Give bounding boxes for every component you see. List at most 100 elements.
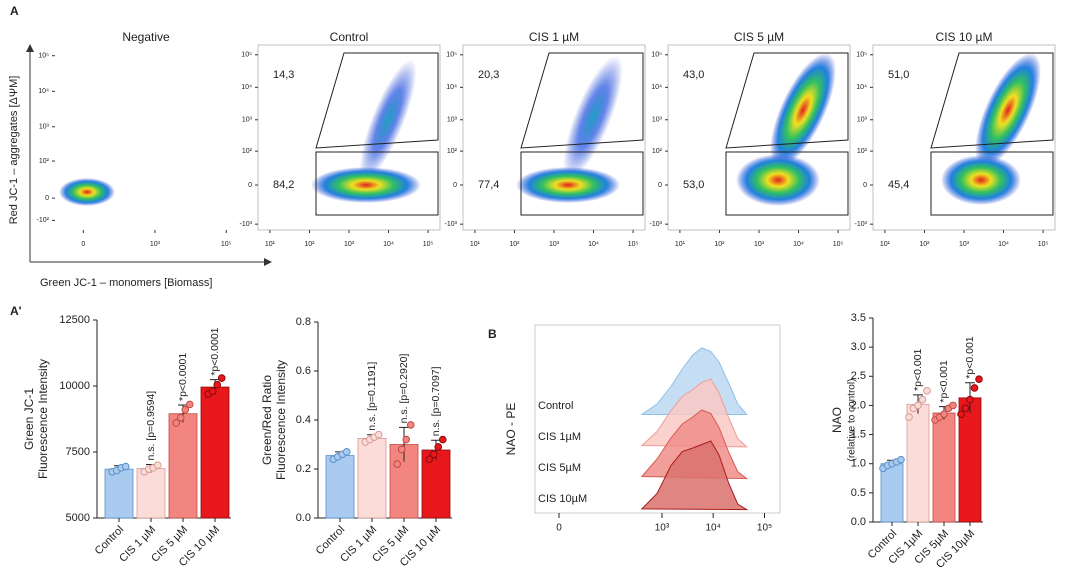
bar — [906, 403, 930, 523]
y-tick-label: 0.8 — [296, 316, 311, 328]
data-point — [940, 410, 948, 418]
y-axis-label: Fluorescence Intensity — [36, 359, 50, 479]
bar — [136, 468, 166, 519]
error-bar — [399, 426, 409, 462]
data-point — [213, 380, 222, 389]
series-label: CIS 10µM — [538, 493, 587, 505]
y-tick-label: -10³ — [240, 221, 253, 228]
y-tick-label: 0.0 — [851, 516, 866, 528]
x-tick-label: 10⁴ — [588, 241, 599, 248]
y-tick-label: 10² — [242, 148, 253, 155]
y-axis-label: (relative to control) — [847, 379, 858, 462]
data-point — [438, 435, 447, 444]
y-tick-label: 0.5 — [851, 487, 866, 499]
data-point — [425, 455, 434, 464]
y-tick-label: 10⁴ — [446, 84, 457, 91]
significance-label: *p<0.0001 — [209, 327, 221, 375]
bar — [325, 455, 355, 519]
y-tick-label: 10³ — [39, 124, 50, 131]
gate-percentage: 43,0 — [683, 69, 704, 81]
x-tick-label: 0 — [556, 523, 562, 534]
data-point — [176, 413, 185, 422]
y-tick-label: 12500 — [59, 314, 90, 326]
x-tick-label: 10⁴ — [793, 241, 804, 248]
data-point — [975, 375, 983, 384]
y-tick-label: 10² — [447, 148, 458, 155]
significance-label: *p<0.001 — [912, 348, 924, 390]
y-tick-label: -10³ — [855, 221, 868, 228]
gate-percentage: 20,3 — [478, 69, 499, 81]
data-point — [172, 419, 181, 427]
bar — [932, 412, 956, 523]
y-tick-label: 10⁵ — [651, 52, 662, 59]
bar — [168, 413, 198, 519]
arrow-head — [264, 258, 272, 266]
series-label: CIS 1µM — [538, 431, 581, 443]
y-tick-label: 10⁴ — [38, 88, 49, 95]
y-tick-label: 5000 — [66, 512, 90, 524]
data-point — [429, 450, 438, 459]
bar — [357, 437, 387, 519]
y-tick-label: -10³ — [445, 221, 458, 228]
x-tick-label: 10⁵ — [423, 241, 434, 248]
y-tick-label: 10000 — [59, 380, 90, 392]
bar — [880, 463, 904, 523]
density-cloud — [516, 52, 644, 216]
x-tick-label: 10⁵ — [628, 241, 639, 248]
x-tick-label: 10⁵ — [1038, 241, 1049, 248]
chart-title: CIS 5 µM — [734, 30, 784, 44]
data-point — [208, 387, 217, 396]
y-tick-label: 10² — [857, 148, 868, 155]
y-axis-label: Green/Red Ratio — [260, 375, 274, 465]
x-tick-label: 10⁴ — [998, 241, 1009, 248]
data-point — [905, 413, 913, 421]
data-point — [949, 401, 957, 410]
data-point — [970, 384, 979, 392]
y-tick-label: -10³ — [650, 221, 663, 228]
y-tick-label: 0 — [453, 182, 457, 189]
y-tick-label: 10⁵ — [446, 52, 457, 59]
data-point — [181, 405, 190, 414]
significance-label: *p<0.0001 — [177, 353, 189, 401]
plot-frame — [534, 324, 781, 514]
bar — [104, 468, 134, 519]
series-label: CIS 5µM — [538, 462, 581, 474]
y-tick-label: 0.6 — [296, 365, 311, 377]
y-tick-label: 10² — [39, 158, 50, 165]
chart-title: Control — [330, 30, 369, 44]
y-tick-label: 10⁵ — [856, 52, 867, 59]
x-tick-label: 10⁴ — [383, 241, 394, 248]
y-tick-label: 10⁵ — [241, 52, 252, 59]
x-tick-label: 10⁴ — [705, 523, 720, 534]
density-cloud — [725, 52, 849, 216]
panel-label: A — [10, 4, 19, 18]
significance-label: n.s. [p=0.1191] — [366, 362, 378, 431]
y-tick-label: 10³ — [242, 117, 253, 124]
data-point — [914, 401, 922, 410]
y-tick-label: 10⁵ — [38, 53, 49, 60]
y-tick-label: 10³ — [652, 117, 663, 124]
chart-title: Negative — [122, 30, 170, 44]
y-tick-label: 1.0 — [851, 458, 866, 470]
y-tick-label: 3.0 — [851, 341, 866, 353]
gate-percentage: 51,0 — [888, 69, 909, 81]
y-tick-label: 10³ — [447, 117, 458, 124]
y-tick-label: -10² — [37, 217, 50, 224]
y-tick-label: 2.5 — [851, 370, 866, 382]
significance-label: n.s. [p=0.2920] — [398, 354, 410, 424]
gate-percentage: 14,3 — [273, 69, 294, 81]
x-tick-label: 10¹ — [675, 241, 686, 248]
gate-percentage: 45,4 — [888, 179, 909, 191]
x-tick-label: 10³ — [150, 241, 161, 248]
y-axis-label: NAO — [830, 407, 844, 433]
y-tick-label: 10⁴ — [856, 84, 867, 91]
x-tick-label: 10³ — [344, 241, 355, 248]
data-point — [402, 435, 411, 444]
y-tick-label: 0 — [45, 195, 49, 202]
x-tick-label: 10¹ — [880, 241, 891, 248]
significance-label: n.s. [p=0.9594] — [145, 391, 157, 461]
data-point — [185, 400, 194, 409]
data-point — [923, 387, 931, 395]
data-point — [121, 462, 130, 471]
